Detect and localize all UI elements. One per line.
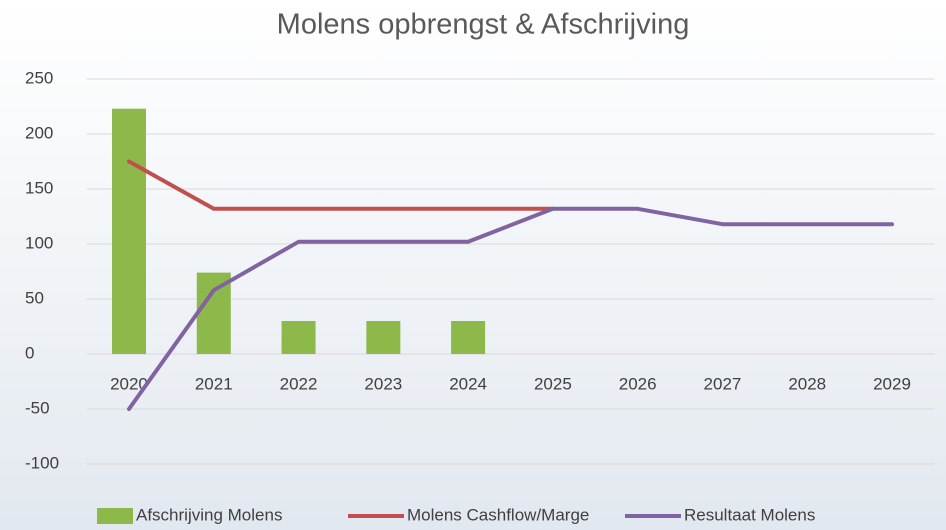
y-tick-label: 100	[25, 233, 53, 252]
x-tick-label: 2027	[704, 374, 742, 393]
bar	[451, 321, 486, 354]
legend-label: Afschrijving Molens	[136, 505, 282, 524]
y-tick-label: 200	[25, 123, 53, 142]
legend-swatch	[97, 508, 133, 524]
x-tick-label: 2020	[110, 374, 148, 393]
legend-label: Molens Cashflow/Marge	[407, 505, 589, 524]
x-tick-label: 2023	[364, 374, 402, 393]
y-tick-label: 50	[25, 288, 44, 307]
x-tick-label: 2022	[280, 374, 318, 393]
y-tick-label: 250	[25, 68, 53, 87]
chart-title: Molens opbrengst & Afschrijving	[277, 9, 690, 41]
x-tick-label: 2024	[449, 374, 487, 393]
y-tick-label: -100	[25, 453, 59, 472]
y-tick-label: -50	[25, 398, 50, 417]
bar	[366, 321, 401, 354]
x-tick-label: 2025	[534, 374, 572, 393]
x-tick-label: 2026	[619, 374, 657, 393]
x-tick-label: 2021	[195, 374, 233, 393]
x-tick-label: 2028	[788, 374, 826, 393]
x-tick-label: 2029	[873, 374, 911, 393]
bar	[281, 321, 316, 354]
legend-label: Resultaat Molens	[684, 505, 815, 524]
y-tick-label: 0	[25, 343, 34, 362]
y-tick-label: 150	[25, 178, 53, 197]
bar	[196, 272, 231, 354]
line	[126, 159, 555, 211]
bar	[111, 108, 146, 354]
line	[126, 206, 895, 411]
